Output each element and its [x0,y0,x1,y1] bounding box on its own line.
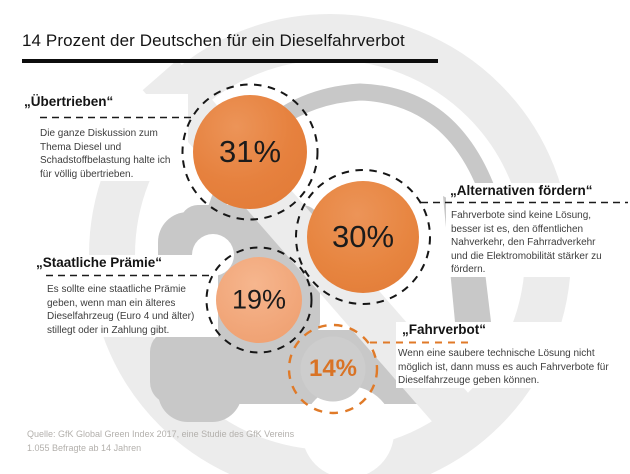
source-line-2: 1.055 Befragte ab 14 Jahren [27,442,142,453]
quote-text-fahrverbot: Wenn eine saubere technische Lösung nich… [398,348,609,386]
quote-block-fahrverbot: „Fahrverbot“ Wenn eine saubere technisch… [396,322,630,388]
quote-block-praemie: „Staatliche Prämie“ Es sollte eine staat… [33,255,218,337]
bubble-30-dashed-ring [295,169,431,305]
quote-heading-alternativen: „Alternativen fördern“ [450,183,593,198]
bubble-19-dashed-ring [205,246,313,354]
source-note: Quelle: GfK Global Green Index 2017, ein… [27,428,294,455]
bubble-31-dashed-ring [181,83,319,221]
bubble-19-circle [216,257,302,343]
bubble-31-circle [193,95,307,209]
quote-heading-praemie: „Staatliche Prämie“ [36,255,163,270]
quote-heading-fahrverbot: „Fahrverbot“ [402,322,487,337]
title-underline [22,59,438,63]
quote-text-praemie: Es sollte eine staatliche Prämie geben, … [47,284,195,336]
bubble-19-label: 19% [231,284,287,315]
bubble-31-label: 31% [218,134,282,169]
bubble-30-circle [307,181,419,293]
source-line-1: Quelle: GfK Global Green Index 2017, ein… [27,429,295,439]
car-wheel-cutout [302,386,394,474]
bubble-14-circle [300,336,366,402]
quote-text-uebertrieben: Die ganze Diskussion zum Thema Diesel un… [40,128,171,180]
bubble-30-label: 30% [331,219,395,254]
bubble-14-label: 14% [308,355,358,382]
quote-heading-uebertrieben: „Übertrieben“ [24,94,114,109]
quote-block-alternativen: „Alternativen fördern“ Fahrverbote sind … [446,183,630,277]
bubble-14-dashed-ring [287,323,379,415]
quote-text-alternativen: Fahrverbote sind keine Lösung, besser is… [451,210,602,275]
quote-block-uebertrieben: „Übertrieben“ Die ganze Diskussion zum T… [20,94,188,181]
page-title: 14 Prozent der Deutschen für ein Dieself… [22,31,405,50]
